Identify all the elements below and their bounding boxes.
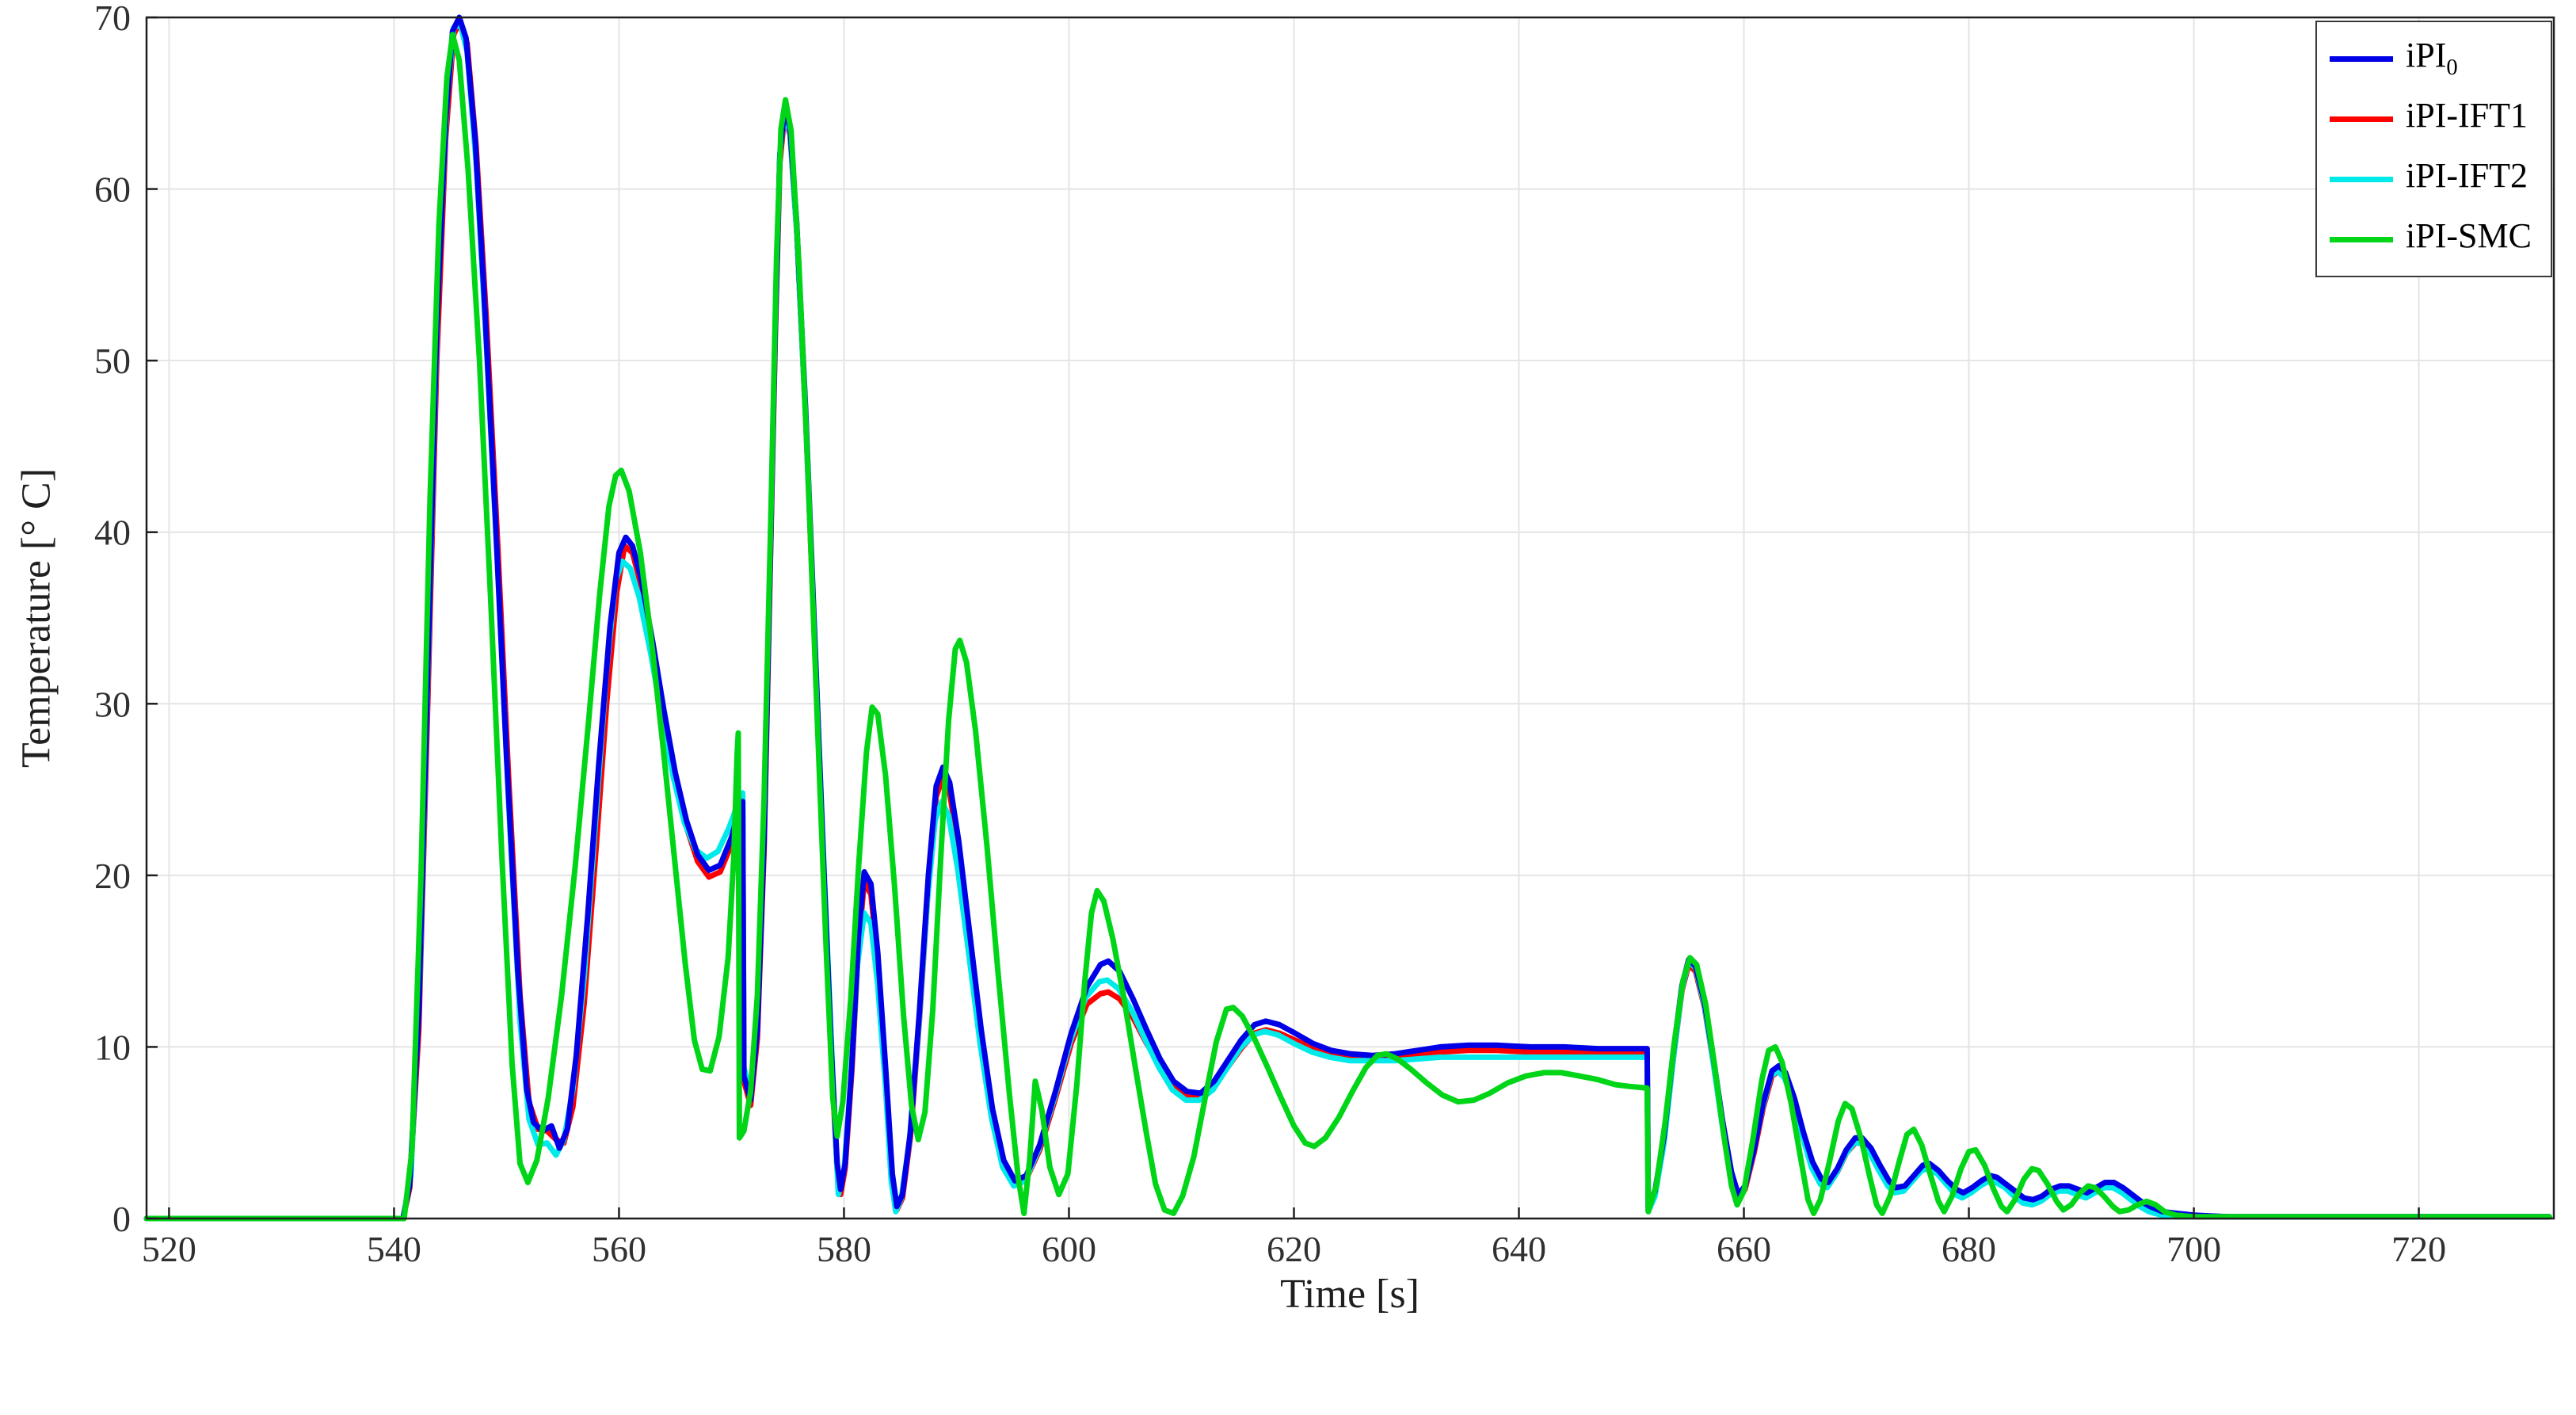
series-line-ipi-ift1	[143, 17, 2552, 1222]
legend-item-ipi-ift2: iPI-IFT2	[2330, 149, 2532, 209]
x-tick-label: 660	[1717, 1229, 1771, 1269]
legend-label-ipi0: iPI0	[2406, 35, 2458, 80]
legend-label-ipi-ift2: iPI-IFT2	[2406, 155, 2528, 195]
x-tick-label: 580	[817, 1229, 871, 1269]
legend-swatch-ipi0	[2330, 55, 2394, 62]
y-tick-label: 70	[94, 0, 131, 38]
y-tick-label: 40	[94, 513, 131, 553]
x-tick-label: 560	[592, 1229, 646, 1269]
x-tick-label: 640	[1492, 1229, 1546, 1269]
x-tick-label: 720	[2391, 1229, 2446, 1269]
x-tick-label: 540	[367, 1229, 421, 1269]
legend-swatch-ipi-ift1	[2330, 116, 2394, 122]
x-tick-label: 600	[1042, 1229, 1096, 1269]
legend-swatch-ipi-ift2	[2330, 176, 2394, 182]
y-tick-label: 60	[94, 170, 131, 210]
series-line-ipi-ift2	[143, 21, 2552, 1222]
x-tick-label: 520	[142, 1229, 196, 1269]
x-tick-label: 700	[2166, 1229, 2221, 1269]
axes-ticks: 520 540 560 580 600 620 640 660 680 700 720 0 10 20 30…	[94, 0, 2446, 1269]
legend-item-ipi-smc: iPI-SMC	[2330, 209, 2532, 269]
x-tick-label: 680	[1942, 1229, 1996, 1269]
legend-label-ipi-ift1: iPI-IFT1	[2406, 95, 2528, 135]
y-tick-label: 30	[94, 684, 131, 724]
y-tick-label: 0	[112, 1199, 131, 1239]
series-lines	[143, 14, 2552, 1222]
series-line-ipi0	[143, 14, 2552, 1222]
x-axis-label: Time [s]	[1280, 1272, 1419, 1317]
y-tick-label: 10	[94, 1027, 131, 1067]
legend-label-ipi-smc: iPI-SMC	[2406, 215, 2532, 255]
legend-item-ipi-ift1: iPI-IFT1	[2330, 89, 2532, 149]
y-tick-label: 50	[94, 341, 131, 381]
plot-border	[145, 16, 2555, 1220]
legend: iPI0 iPI-IFT1 iPI-IFT2 iPI-SMC	[2315, 21, 2552, 277]
y-axis-label: Temperature [° C]	[13, 467, 59, 769]
y-tick-label: 20	[94, 856, 131, 896]
series-line-ipi-smc	[143, 32, 2552, 1222]
x-tick-label: 620	[1267, 1229, 1321, 1269]
grid	[147, 17, 2554, 1219]
legend-item-ipi0: iPI0	[2330, 29, 2532, 89]
legend-swatch-ipi-smc	[2330, 236, 2394, 242]
